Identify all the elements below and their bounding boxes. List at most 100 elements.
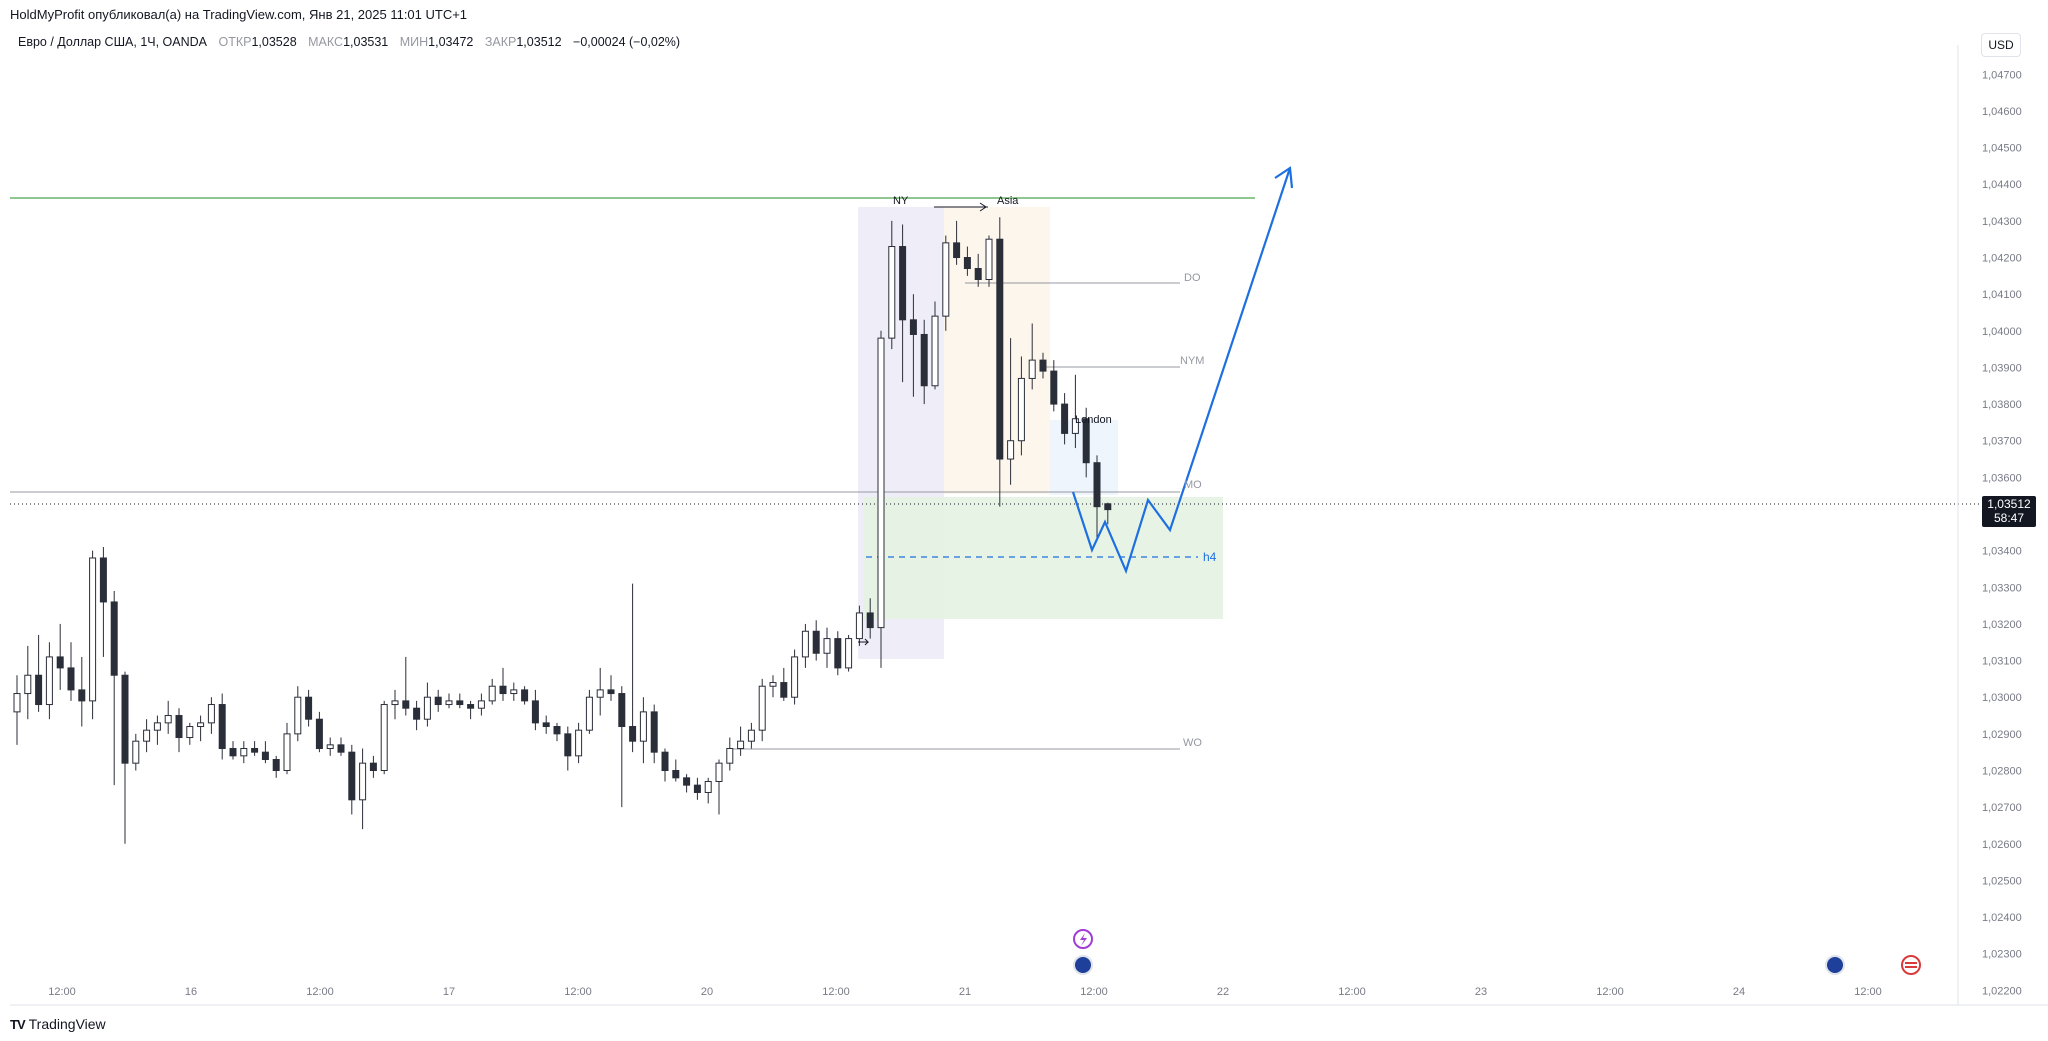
bull-candle-body bbox=[575, 729, 583, 757]
bull-candle-body bbox=[283, 733, 291, 771]
projection-path[interactable] bbox=[1071, 167, 1292, 575]
bear-candle-body bbox=[499, 685, 507, 695]
high-label: МАКС bbox=[308, 35, 344, 49]
bull-candle-body bbox=[153, 722, 161, 731]
bear-candle-body bbox=[974, 268, 982, 281]
price-axis[interactable]: 1,04700 1,04600 1,04500 1,04400 1,04300 1,042… bbox=[1982, 69, 2022, 997]
bear-candle-body bbox=[369, 762, 377, 771]
price-tick-label: 1,04500 bbox=[1982, 143, 2022, 155]
h4-label: h4 bbox=[1203, 550, 1217, 564]
bear-candle-body bbox=[920, 333, 928, 387]
bear-candle-body bbox=[672, 769, 680, 779]
bull-candle-body bbox=[704, 780, 712, 793]
mo-label: MO bbox=[1184, 479, 1202, 491]
price-tick-label: 1,02300 bbox=[1982, 949, 2022, 961]
open-label: ОТКР bbox=[218, 35, 252, 49]
bull-candle-body bbox=[639, 711, 647, 742]
us-flag-event-icon[interactable] bbox=[1901, 955, 1921, 975]
time-axis[interactable]: 12:00 16 12:00 17 12:00 20 12:00 21 12:00 22 12:00… bbox=[48, 986, 1882, 998]
change-value: −0,00024 (−0,02%) bbox=[573, 35, 681, 49]
price-tick-label: 1,04400 bbox=[1982, 179, 2022, 191]
bear-candle-body bbox=[348, 751, 356, 801]
price-tick-label: 1,03700 bbox=[1982, 436, 2022, 448]
price-tick-label: 1,02200 bbox=[1982, 985, 2022, 997]
bull-candle-body bbox=[132, 740, 140, 764]
bear-candle-body bbox=[121, 674, 129, 764]
eu-flag-event-icon-2[interactable] bbox=[1825, 955, 1845, 975]
lightning-glyph-icon bbox=[1080, 933, 1087, 946]
bull-candle-body bbox=[197, 722, 205, 728]
bear-candle-body bbox=[99, 557, 107, 603]
bull-candle-body bbox=[1017, 377, 1025, 442]
symbol-legend: Евро / Доллар США, 1Ч, OANDA ОТКР1,03528… bbox=[18, 35, 688, 49]
price-tick-label: 1,02600 bbox=[1982, 839, 2022, 851]
levels bbox=[10, 197, 1980, 750]
bear-candle-body bbox=[218, 704, 226, 750]
bear-candle-body bbox=[1093, 462, 1101, 508]
bull-candle-body bbox=[931, 315, 939, 387]
ny-label: NY bbox=[893, 195, 909, 207]
bear-candle-body bbox=[456, 700, 464, 706]
bull-candle-body bbox=[240, 748, 248, 757]
price-tick-label: 1,03300 bbox=[1982, 582, 2022, 594]
session-boxes bbox=[858, 207, 1223, 659]
nym-label: NYM bbox=[1180, 355, 1204, 367]
bear-candle-body bbox=[996, 238, 1004, 460]
bear-candle-body bbox=[607, 689, 615, 695]
bear-candle-body bbox=[629, 726, 637, 742]
price-tick-label: 1,04300 bbox=[1982, 216, 2022, 228]
price-tick-label: 1,02500 bbox=[1982, 875, 2022, 887]
us-flag-stripes-icon-2 bbox=[1905, 966, 1917, 968]
bull-candle-body bbox=[510, 689, 518, 695]
bull-candle-body bbox=[423, 696, 431, 720]
bull-candle-body bbox=[791, 656, 799, 698]
us-flag-stripes-icon bbox=[1905, 962, 1917, 964]
price-tick-label: 1,03000 bbox=[1982, 692, 2022, 704]
bull-candle-body bbox=[380, 704, 388, 771]
bull-candle-body bbox=[143, 729, 151, 742]
bear-candle-body bbox=[56, 656, 64, 669]
bull-candle-body bbox=[445, 700, 453, 706]
price-tick-label: 1,04700 bbox=[1982, 69, 2022, 81]
bull-candle-body bbox=[737, 740, 745, 750]
low-label: МИН bbox=[399, 35, 429, 49]
bull-candle-body bbox=[845, 638, 853, 669]
tradingview-logo[interactable]: TV TradingView bbox=[10, 1016, 106, 1032]
bull-candle-body bbox=[488, 685, 496, 702]
price-tick-label: 1,03800 bbox=[1982, 399, 2022, 411]
bear-candle-body bbox=[337, 744, 345, 753]
bull-candle-body bbox=[585, 696, 593, 731]
tv-logo-icon: TV bbox=[10, 1016, 26, 1032]
bear-candle-body bbox=[434, 696, 442, 706]
time-tick-label: 12:00 bbox=[306, 986, 334, 998]
time-tick-label: 12:00 bbox=[1596, 986, 1624, 998]
event-icons[interactable] bbox=[1073, 929, 1921, 975]
bear-candle-body bbox=[834, 638, 842, 669]
currency-button[interactable]: USD bbox=[1981, 33, 2021, 57]
price-tick-label: 1,03900 bbox=[1982, 362, 2022, 374]
symbol-name[interactable]: Евро / Доллар США, 1Ч, OANDA bbox=[18, 35, 207, 49]
time-tick-label: 12:00 bbox=[1854, 986, 1882, 998]
bull-candle-body bbox=[985, 238, 993, 281]
bull-candle-body bbox=[855, 612, 863, 640]
eu-flag-event-icon[interactable] bbox=[1073, 955, 1093, 975]
bull-candle-body bbox=[326, 744, 334, 750]
bull-candle-body bbox=[596, 689, 604, 698]
bear-candle-body bbox=[1104, 503, 1112, 511]
bear-candle-body bbox=[661, 751, 669, 771]
price-tick-label: 1,04100 bbox=[1982, 289, 2022, 301]
bear-candle-body bbox=[305, 696, 313, 720]
bear-candle-body bbox=[1050, 370, 1058, 405]
time-tick-label: 23 bbox=[1475, 986, 1487, 998]
bear-candle-body bbox=[780, 682, 788, 698]
price-tick-label: 1,04200 bbox=[1982, 253, 2022, 265]
bull-candle-body bbox=[24, 674, 32, 695]
price-tick-label: 1,04600 bbox=[1982, 106, 2022, 118]
bull-candle-body bbox=[877, 337, 885, 629]
bull-candle-body bbox=[477, 700, 485, 709]
price-tick-label: 1,03400 bbox=[1982, 546, 2022, 558]
bear-candle-body bbox=[542, 722, 550, 728]
bull-candle-body bbox=[164, 715, 172, 724]
open-value: 1,03528 bbox=[251, 35, 297, 49]
